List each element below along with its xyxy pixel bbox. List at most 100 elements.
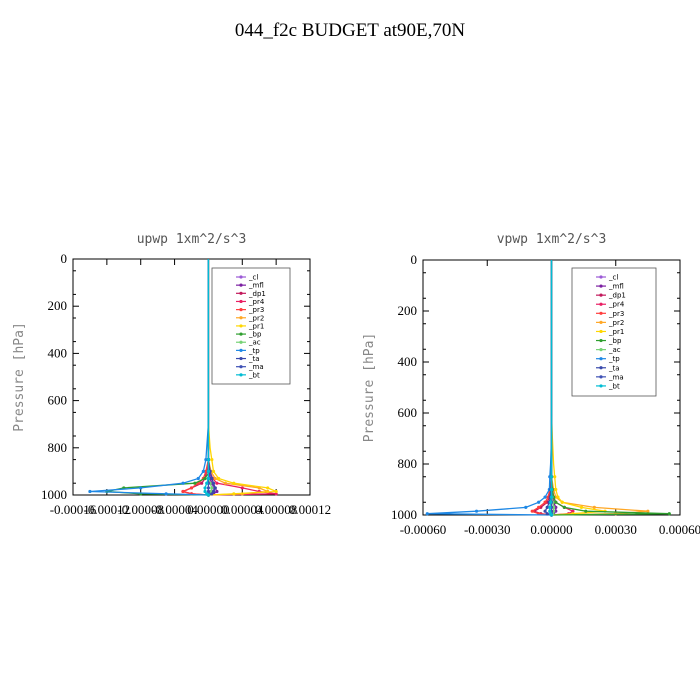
series-marker_bt (549, 500, 553, 504)
x-tick-label: 0.00004 (221, 502, 264, 517)
legend-label_bp: _bp (248, 331, 262, 339)
series-marker_bp (562, 505, 566, 509)
series-marker_bt (548, 509, 552, 513)
chart-panel-vpwp: vpwp 1xm^2/s^3 Pressure [hPa] 0 200 400 600 80… (362, 232, 700, 537)
series-marker_pr1 (211, 469, 216, 473)
series-marker_pr1 (554, 487, 558, 492)
series-marker_bp (203, 476, 207, 481)
legend-marker_pr1 (599, 329, 603, 334)
legend-label_ta: _ta (608, 364, 620, 372)
series-marker_pr3 (181, 489, 185, 494)
y-tick-label: 600 (48, 393, 68, 408)
series-marker_tp (196, 476, 200, 481)
series-marker_pr1 (579, 505, 584, 509)
series-marker_bt (203, 489, 207, 494)
series-marker_bt (206, 458, 211, 462)
series-marker_ta (545, 505, 549, 509)
series-marker_tp (425, 512, 429, 516)
legend-marker_dp1 (599, 293, 603, 297)
legend-marker_ma (239, 365, 243, 369)
series-marker_ta (210, 492, 214, 496)
legend-label_pr2: _pr2 (608, 319, 624, 327)
x-tick-label: -0.00030 (464, 522, 511, 537)
legend-marker_bp (239, 332, 243, 336)
series-marker_tp (537, 500, 541, 504)
legend-label_dp1: _dp1 (608, 292, 626, 300)
y-tick-label: 1000 (391, 507, 417, 522)
legend-label_bt: _bt (248, 371, 260, 379)
legend-marker_bt (239, 373, 243, 377)
y-tick-label: 400 (398, 354, 418, 369)
legend-label_mfl: _mfl (608, 283, 624, 291)
legend-marker_tp (599, 357, 603, 361)
series-marker_pr3 (543, 500, 547, 504)
series-line_bp (106, 259, 210, 496)
legend-marker_ma (599, 375, 603, 379)
series-marker_pr1 (266, 486, 270, 490)
legend-marker_pr3 (239, 308, 243, 312)
legend-marker_dp1 (239, 291, 243, 295)
series-marker_bt (549, 495, 554, 499)
legend-label_bt: _bt (608, 382, 620, 390)
series-marker_ta (211, 481, 216, 485)
y-axis-label: Pressure [hPa] (12, 322, 27, 432)
legend-label_pr1: _pr1 (608, 328, 624, 336)
legend-label_pr3: _pr3 (248, 306, 264, 314)
y-tick-label: 0 (61, 251, 68, 266)
legend-label_bp: _bp (608, 337, 622, 345)
series-marker_tp (181, 481, 185, 485)
series-marker_tp (201, 469, 205, 473)
series-marker_pr3 (537, 505, 541, 509)
chart-title: upwp 1xm^2/s^3 (137, 232, 247, 247)
y-tick-label: 200 (48, 298, 68, 313)
series-marker_pr1 (553, 475, 557, 479)
legend-marker_ac (599, 348, 603, 352)
y-tick-label: 600 (398, 405, 418, 420)
legend-label_ma: _ma (248, 363, 264, 371)
series-marker_pr2 (646, 509, 650, 513)
legend-marker_pr4 (239, 299, 243, 304)
series-marker_ta (545, 512, 549, 516)
legend-marker_pr1 (239, 324, 243, 328)
series-marker_bt (549, 513, 554, 517)
series-marker_tp (139, 486, 143, 490)
legend-marker_pr2 (599, 320, 603, 324)
chart-panel-upwp: upwp 1xm^2/s^3 Pressure [hPa] 0 200 400 600 80… (12, 232, 331, 517)
page-title: 044_f2c BUDGET at90E,70N (234, 20, 466, 41)
series-marker_bt (206, 476, 211, 481)
series-marker_pr2 (223, 481, 227, 485)
legend-marker_mfl (599, 284, 603, 288)
legend-label_dp1: _dp1 (248, 290, 266, 298)
y-tick-label: 800 (48, 440, 68, 455)
series-marker_tp (524, 505, 528, 509)
legend-marker_pr3 (599, 311, 603, 315)
y-tick-label: 1000 (41, 487, 67, 502)
legend-label_pr4: _pr4 (248, 298, 265, 306)
series-marker_pr2 (592, 505, 596, 509)
legend-marker_mfl (239, 283, 243, 287)
legend-marker_pr4 (599, 302, 603, 306)
series-line_tp (89, 259, 210, 496)
x-tick-label: -0.00004 (151, 502, 198, 517)
legend-box (571, 267, 657, 397)
series-marker_ta (211, 489, 216, 494)
series-marker_pr3 (189, 486, 194, 490)
legend-label_ta: _ta (248, 355, 260, 363)
x-tick-label: -0.00016 (50, 502, 97, 517)
series-marker_tp (164, 492, 168, 496)
legend-label_ac: _ac (248, 339, 261, 347)
legend-label_cl: _cl (248, 274, 258, 282)
x-tick-label: 0.00012 (289, 502, 331, 517)
x-tick-label: -0.00060 (400, 522, 447, 537)
legend-marker_cl (239, 275, 243, 279)
series-marker_pr4 (274, 492, 278, 496)
series-marker_bt (549, 475, 554, 479)
series-marker_ma (206, 489, 211, 494)
series-marker_ma (206, 486, 211, 490)
x-tick-label: 0.00030 (595, 522, 637, 537)
chart-title: vpwp 1xm^2/s^3 (497, 232, 607, 247)
series-marker_pr3 (530, 509, 534, 513)
series-marker_bp (584, 509, 588, 513)
series-marker_pr2 (213, 476, 217, 481)
legend-marker_tp (239, 348, 243, 352)
